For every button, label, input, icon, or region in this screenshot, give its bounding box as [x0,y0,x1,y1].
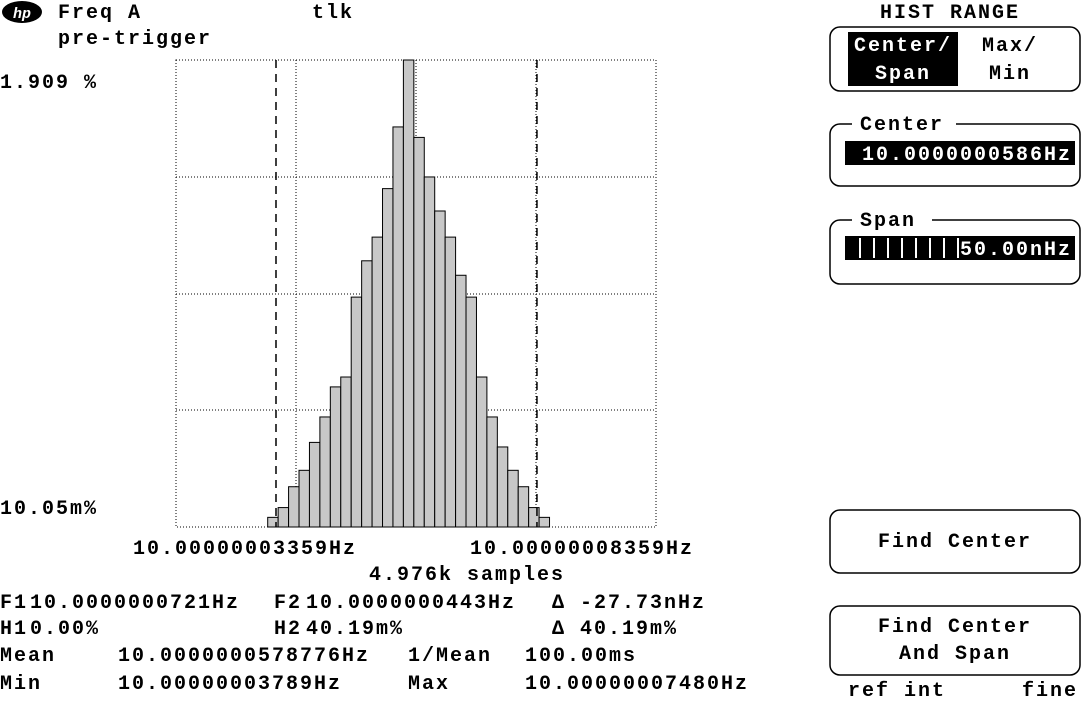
samples: 4.976k samples [369,564,565,587]
softkey-label: Find Center [878,531,1032,554]
bar [486,416,498,528]
mode: pre-trigger [58,28,212,51]
h1: 0.00% [30,618,100,641]
span-label: Span [860,210,916,233]
softkey-label: And Span [899,643,1011,666]
span-key[interactable]: Span 50.00nHz [829,208,1081,285]
y-bottom-label: 10.05m% [0,498,98,521]
option-line: Min [989,63,1031,86]
bar [340,376,352,528]
channel: Freq A [58,2,142,25]
bar [455,274,467,528]
bar [298,469,310,528]
selected-line: Center/ [854,35,952,58]
value-field [845,236,1075,260]
bar [319,416,331,528]
bar [423,176,436,528]
bar [465,296,477,528]
h1-label: H1 [0,618,28,641]
selected-line: Span [875,63,931,86]
logo: hp [13,6,31,23]
bar [361,260,373,528]
bar [371,236,384,528]
y-top-label: 1.909 % [0,72,98,95]
max-label: Max [408,673,450,696]
histogram [267,59,551,528]
logo-badge [2,1,42,23]
option-line: Max/ [982,35,1038,58]
softkey[interactable] [829,605,1081,676]
legend-gap [852,208,932,230]
bar [507,469,519,528]
mean: 10.0000000578776Hz [118,645,370,668]
span-value: 50.00nHz [960,239,1072,262]
center-key[interactable]: Center 10.0000000586Hz [829,112,1081,187]
f2-label: F2 [274,592,302,615]
bar [444,236,457,528]
bar [308,441,321,528]
span-bar [859,238,959,258]
marker-label: 10.00000003359Hz [133,538,357,561]
f1-label: F1 [0,592,28,615]
bar [434,210,446,528]
footer-left: ref int [848,680,946,701]
max: 10.00000007480Hz [525,673,749,696]
bar [329,386,342,528]
bar [288,486,300,528]
bar [277,507,290,528]
bar [392,126,404,528]
selected-option [848,32,958,86]
range-mode-key[interactable]: Center/ Span Max/ Min [829,26,1081,92]
find-center-span-key[interactable]: Find Center And Span [829,605,1081,676]
f-delta: Δ -27.73nHz [552,592,706,615]
h-delta: Δ 40.19m% [552,618,678,641]
softkey-label: Find Center [878,616,1032,639]
softkey[interactable] [829,509,1081,574]
center-value: 10.0000000586Hz [862,144,1072,167]
bar [496,446,509,528]
mean-label: Mean [0,645,56,668]
menu-title: HIST RANGE [880,2,1020,25]
center-label: Center [860,114,944,137]
inv-mean-label: 1/Mean [408,645,492,668]
marker-label: 10.00000008359Hz [470,538,694,561]
h2-label: H2 [274,618,302,641]
inv-mean: 100.00ms [525,645,637,668]
f2: 10.0000000443Hz [306,592,516,615]
bar [402,59,415,528]
bar [382,188,394,528]
bar [538,516,551,528]
value-field [845,141,1075,165]
status: tlk [312,2,354,25]
min-label: Min [0,673,42,696]
bar [475,376,488,528]
footer-right: fine [1022,680,1078,701]
f1: 10.0000000721Hz [30,592,240,615]
min: 10.00000003789Hz [118,673,342,696]
h2: 40.19m% [306,618,404,641]
bar [413,136,425,528]
legend-gap [852,112,956,134]
bar [350,296,363,528]
find-center-key[interactable]: Find Center [829,509,1081,574]
bar [517,486,530,528]
